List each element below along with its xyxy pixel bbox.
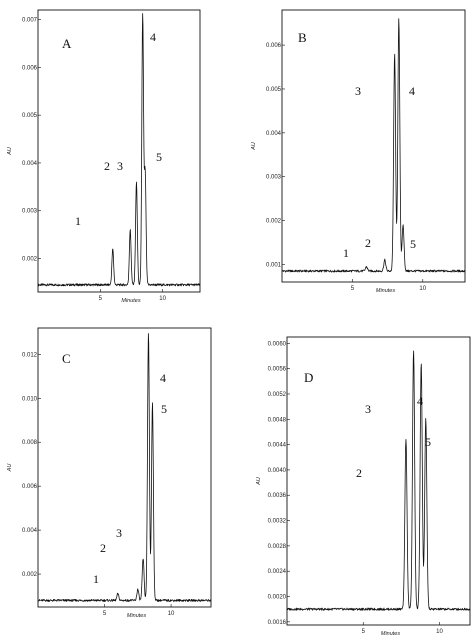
- y-tick-label: 0.002: [22, 257, 38, 263]
- y-tick-label: 0.007: [22, 18, 38, 24]
- y-tick-label: 0.010: [22, 396, 38, 402]
- peak-label-2: 2: [100, 541, 106, 555]
- y-tick-label: 0.0040: [268, 468, 287, 474]
- y-tick-label: 0.0052: [268, 392, 287, 398]
- y-tick-label: 0.004: [266, 131, 282, 137]
- x-tick-label: 5: [99, 296, 103, 302]
- peak-label-4: 4: [417, 394, 423, 408]
- y-tick-label: 0.002: [266, 219, 282, 225]
- y-tick-label: 0.0028: [268, 544, 287, 550]
- y-tick-label: 0.0044: [268, 443, 287, 449]
- panel-letter: D: [304, 370, 313, 385]
- y-tick-label: 0.0036: [268, 493, 287, 499]
- peak-label-4: 4: [150, 30, 156, 44]
- y-tick-label: 0.006: [22, 65, 38, 71]
- chromatogram-trace: [286, 350, 471, 611]
- peak-label-3: 3: [365, 402, 371, 416]
- y-tick-label: 0.002: [22, 572, 38, 578]
- peak-label-1: 1: [343, 246, 349, 260]
- y-tick-label: 0.006: [22, 484, 38, 490]
- peak-label-3: 3: [355, 84, 361, 98]
- peak-label-3: 3: [116, 526, 122, 540]
- x-axis-title: Minutes: [127, 613, 147, 619]
- y-tick-label: 0.012: [22, 352, 38, 358]
- panel-letter: C: [62, 351, 71, 366]
- x-tick-label: 10: [168, 611, 175, 617]
- peak-label-4: 4: [409, 84, 415, 98]
- peak-label-4: 4: [160, 371, 166, 385]
- x-tick-label: 5: [351, 286, 355, 292]
- y-tick-label: 0.003: [22, 209, 38, 215]
- x-tick-label: 5: [362, 629, 366, 635]
- plot-frame: [286, 336, 471, 626]
- x-tick-label: 10: [419, 286, 426, 292]
- chart-panel-c: 0.002 0.004 0.006 0.008 0.010 0.012 5 10 Minutes…: [7, 327, 212, 619]
- peak-label-2: 2: [356, 466, 362, 480]
- peak-label-5: 5: [410, 237, 416, 251]
- peak-label-3: 3: [117, 159, 123, 173]
- chromatogram-trace: [37, 13, 201, 287]
- y-tick-label: 0.0056: [268, 367, 287, 373]
- y-tick-label: 0.001: [266, 262, 282, 268]
- plot-frame: [37, 9, 201, 293]
- x-axis-title: Minutes: [376, 288, 396, 294]
- y-tick-label: 0.004: [22, 528, 38, 534]
- x-tick-label: 5: [103, 611, 107, 617]
- chromatogram-trace: [37, 333, 212, 602]
- y-tick-label: 0.0032: [268, 519, 287, 525]
- y-tick-label: 0.003: [266, 175, 282, 181]
- chart-panel-d: 0.0016 0.0020 0.0024 0.0028 0.0032 0.0036 0.00…: [256, 336, 471, 637]
- y-tick-label: 0.0024: [268, 569, 287, 575]
- y-tick-label: 0.0016: [268, 620, 287, 626]
- y-axis-title: AU: [251, 142, 257, 151]
- x-tick-label: 10: [159, 296, 166, 302]
- peak-label-5: 5: [161, 402, 167, 416]
- x-axis-title: Minutes: [381, 631, 401, 637]
- peak-label-5: 5: [425, 435, 431, 449]
- plot-frame: [281, 9, 466, 283]
- y-tick-label: 0.006: [266, 43, 282, 49]
- panel-letter: A: [62, 36, 72, 51]
- x-axis-title: Minutes: [121, 298, 141, 304]
- peak-label-2: 2: [365, 236, 371, 250]
- plot-frame: [37, 327, 212, 608]
- y-tick-label: 0.004: [22, 161, 38, 167]
- chart-panel-b: 0.001 0.002 0.003 0.004 0.005 0.006 5 10 Minutes…: [251, 9, 466, 294]
- y-tick-label: 0.005: [266, 87, 282, 93]
- y-axis-title: AU: [256, 477, 262, 486]
- panel-letter: B: [298, 30, 307, 45]
- y-tick-label: 0.0048: [268, 417, 287, 423]
- peak-label-2: 2: [104, 159, 110, 173]
- y-tick-label: 0.0060: [268, 341, 287, 347]
- peak-label-1: 1: [93, 572, 99, 586]
- y-axis-title: AU: [7, 464, 13, 473]
- peak-label-5: 5: [156, 150, 162, 164]
- chart-panel-a: 0.002 0.003 0.004 0.005 0.006 0.007 5 10 Minutes…: [7, 9, 201, 304]
- y-tick-label: 0.008: [22, 440, 38, 446]
- peak-label-1: 1: [75, 214, 81, 228]
- y-axis-title: AU: [7, 147, 13, 156]
- chromatogram-trace: [281, 18, 466, 273]
- x-tick-label: 10: [436, 629, 443, 635]
- y-tick-label: 0.0020: [268, 595, 287, 601]
- y-tick-label: 0.005: [22, 113, 38, 119]
